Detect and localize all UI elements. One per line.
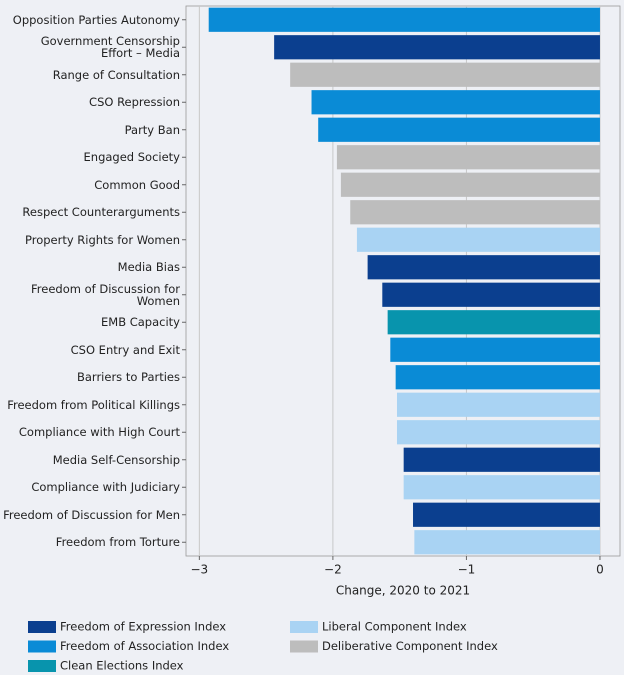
y-tick-label: Freedom from Political Killings: [7, 397, 180, 412]
y-tick-label: Freedom of Discussion for Women: [31, 281, 180, 308]
legend-swatch: [28, 621, 56, 633]
bar: [318, 117, 600, 142]
bar: [403, 475, 600, 500]
legend-swatch: [290, 621, 318, 633]
legend-swatch: [28, 660, 56, 672]
bar: [414, 530, 600, 555]
legend-swatch: [28, 640, 56, 653]
bar: [413, 502, 600, 527]
legend-label: Liberal Component Index: [322, 620, 467, 634]
bar: [290, 62, 600, 87]
y-tick-label: Property Rights for Women: [24, 232, 180, 247]
bar: [311, 90, 600, 115]
x-tick-label: −3: [191, 563, 209, 577]
bar: [403, 447, 600, 472]
legend-label: Freedom of Expression Index: [60, 620, 226, 634]
legend-label: Deliberative Component Index: [322, 639, 498, 653]
y-tick-label: Engaged Society: [83, 150, 180, 165]
y-tick-label: Media Self-Censorship: [52, 452, 180, 467]
x-axis-label: Change, 2020 to 2021: [336, 584, 470, 598]
legend-label: Clean Elections Index: [60, 659, 184, 673]
bar: [395, 365, 600, 390]
y-tick-label: Range of Consultation: [52, 67, 180, 82]
y-tick-label: Respect Counterarguments: [22, 205, 180, 220]
bar: [356, 227, 600, 252]
y-tick-label: Party Ban: [124, 122, 180, 137]
bar: [390, 337, 600, 362]
bar: [208, 7, 600, 32]
y-tick-label: EMB Capacity: [101, 315, 180, 330]
x-tick-label: −2: [324, 563, 342, 577]
y-tick-label: Freedom of Discussion for Men: [3, 507, 180, 522]
y-tick-label: Media Bias: [117, 260, 180, 275]
plot-area: [185, 5, 621, 557]
bar: [274, 35, 600, 60]
legend-label: Freedom of Association Index: [60, 639, 229, 653]
y-tick-label: CSO Repression: [89, 95, 180, 110]
bar: [396, 392, 600, 417]
y-tick-label: CSO Entry and Exit: [70, 342, 180, 357]
y-tick-label: Compliance with High Court: [18, 425, 180, 440]
y-tick-label: Common Good: [94, 177, 180, 192]
bar: [382, 282, 600, 307]
bar: [350, 200, 600, 225]
y-tick-label: Barriers to Parties: [76, 370, 180, 385]
bar: [340, 172, 600, 197]
x-tick-label: 0: [596, 563, 604, 577]
y-tick-label: Opposition Parties Autonomy: [12, 12, 180, 27]
y-tick-label: Freedom from Torture: [55, 535, 180, 550]
bar: [336, 145, 600, 170]
y-tick-label: Compliance with Judiciary: [31, 480, 180, 495]
y-tick-label: Government Censorship Effort – Media: [40, 34, 180, 61]
legend-swatch: [290, 640, 318, 653]
x-tick-label: −1: [458, 563, 476, 577]
bar: [367, 255, 600, 280]
bar: [387, 310, 600, 335]
bar: [396, 420, 600, 445]
